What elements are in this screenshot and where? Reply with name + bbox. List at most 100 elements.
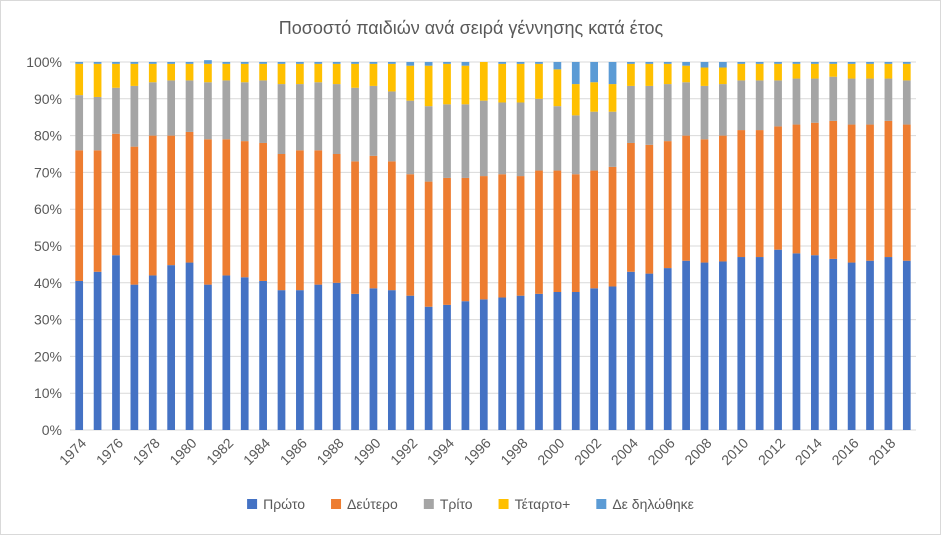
y-tick-label: 60%	[34, 201, 62, 217]
bar-segment	[332, 154, 341, 283]
bar-segment	[663, 63, 672, 85]
x-tick-label: 1978	[130, 435, 163, 468]
bar-segment	[884, 62, 893, 64]
bar-segment	[535, 98, 543, 171]
x-tick-label: 2004	[608, 435, 641, 468]
bar-segment	[167, 265, 176, 430]
x-tick-label: 1998	[497, 435, 530, 468]
bar-segment	[259, 63, 267, 81]
y-tick-label: 20%	[34, 348, 62, 364]
bar-segment	[314, 284, 323, 430]
y-axis-tick-labels: 0% 10% 20% 30% 40% 50% 60% 70% 80% 90% 100%	[26, 54, 62, 438]
bar-segment	[296, 290, 304, 430]
bar-segment	[627, 142, 635, 272]
bar-segment	[498, 174, 507, 298]
bar-segment	[387, 63, 396, 92]
bar-segment	[663, 268, 672, 430]
x-tick-label: 1980	[166, 435, 199, 468]
x-tick-label: 2018	[865, 435, 898, 468]
legend-swatch	[596, 499, 607, 509]
bar-segment	[148, 275, 157, 430]
bar-segment	[369, 85, 378, 156]
bar-segment	[590, 288, 599, 430]
legend-label: Τρίτο	[440, 496, 473, 512]
bar-segment	[682, 135, 690, 261]
bar-segment	[737, 62, 746, 64]
bar-segment	[112, 63, 120, 88]
y-tick-label: 70%	[34, 164, 62, 180]
bar-segment	[479, 62, 488, 101]
bar-segment	[75, 150, 84, 281]
bar-segment	[387, 62, 396, 64]
x-tick-label: 1994	[424, 435, 457, 468]
bar-segment	[240, 62, 249, 64]
bar-segment	[75, 62, 84, 64]
bar-segment	[185, 262, 194, 430]
bar-segment	[866, 62, 874, 64]
bar-segment	[369, 288, 378, 430]
bar-segment	[204, 284, 212, 430]
bar-segment	[424, 181, 433, 307]
bar-segment	[810, 63, 819, 79]
legend-item: Τέταρτο+	[498, 496, 570, 512]
bar-segment	[461, 177, 470, 302]
bar-segment	[167, 135, 176, 266]
bar-segment	[75, 280, 84, 430]
bar-segment	[296, 62, 304, 64]
bar-segment	[902, 124, 911, 261]
bar-segment	[167, 63, 176, 81]
bar-segment	[443, 63, 451, 105]
bar-segment	[700, 139, 709, 263]
legend-item: Δεύτερο	[331, 496, 398, 512]
bar-segment	[829, 76, 838, 121]
bar-segment	[130, 85, 139, 147]
bar-segment	[682, 65, 690, 83]
bar-segment	[112, 87, 120, 134]
bar-segment	[222, 80, 231, 140]
bar-segment	[222, 275, 231, 430]
bar-segment	[369, 63, 378, 86]
bar-segment	[700, 262, 709, 430]
bar-segment	[553, 106, 562, 171]
bar-segment	[167, 80, 176, 136]
bar-segment	[259, 280, 267, 430]
bar-segment	[902, 62, 911, 64]
bar-segment	[535, 63, 543, 99]
bar-segment	[608, 286, 617, 430]
bar-segment	[608, 84, 617, 112]
bar-segment	[847, 262, 856, 430]
x-tick-label: 1990	[350, 435, 383, 468]
bar-segment	[332, 84, 341, 154]
bar-segment	[75, 63, 84, 96]
bar-segment	[296, 84, 304, 151]
bar-segment	[93, 63, 102, 97]
bar-segments	[75, 60, 911, 430]
bar-segment	[590, 170, 599, 289]
bar-segment	[774, 62, 782, 64]
bar-segment	[351, 161, 359, 294]
bar-segment	[351, 62, 359, 64]
bar-segment	[406, 65, 415, 101]
bar-segment	[479, 176, 488, 300]
bar-segment	[148, 135, 157, 276]
bar-segment	[719, 67, 727, 85]
legend-label: Δεύτερο	[347, 496, 398, 512]
bar-segment	[535, 62, 543, 64]
bar-segment	[847, 63, 856, 79]
bar-segment	[185, 80, 194, 132]
bar-segment	[498, 63, 507, 103]
bar-segment	[792, 78, 801, 125]
bar-segment	[535, 170, 543, 294]
x-tick-label: 2008	[681, 435, 714, 468]
bar-segment	[167, 62, 176, 64]
bar-segment	[829, 120, 838, 259]
bar-segment	[130, 146, 139, 285]
bar-segment	[902, 63, 911, 81]
bar-segment	[792, 124, 801, 254]
bar-segment	[443, 104, 451, 178]
bar-segment	[148, 63, 157, 83]
bar-segment	[406, 295, 415, 430]
bar-segment	[774, 63, 782, 81]
bar-segment	[810, 255, 819, 430]
bar-segment	[369, 62, 378, 64]
